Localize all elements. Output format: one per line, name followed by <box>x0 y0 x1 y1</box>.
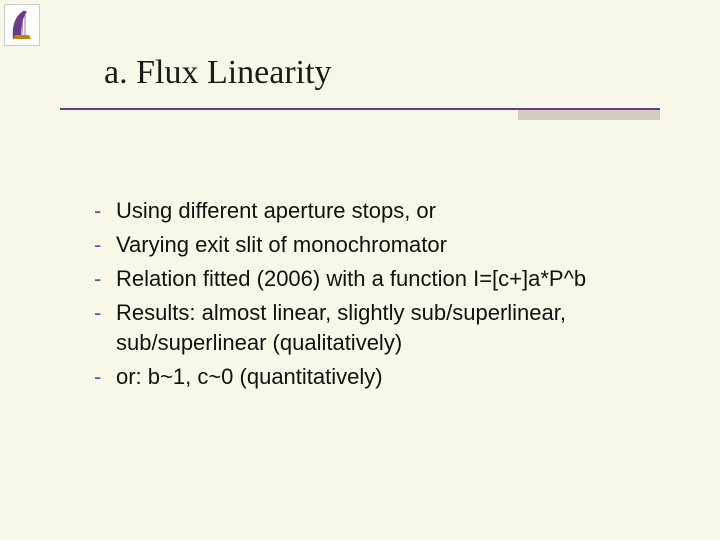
list-item: - Varying exit slit of monochromator <box>92 230 652 260</box>
bullet-marker: - <box>92 196 116 226</box>
bullet-marker: - <box>92 264 116 294</box>
slide-title: a. Flux Linearity <box>104 54 332 92</box>
bullet-text: Relation fitted (2006) with a function I… <box>116 264 586 294</box>
harp-icon <box>7 7 37 43</box>
bullet-list: - Using different aperture stops, or - V… <box>92 196 652 396</box>
bullet-text: Results: almost linear, slightly sub/sup… <box>116 298 652 358</box>
list-item: - Relation fitted (2006) with a function… <box>92 264 652 294</box>
bullet-marker: - <box>92 298 116 328</box>
bullet-marker: - <box>92 230 116 260</box>
list-item: - Results: almost linear, slightly sub/s… <box>92 298 652 358</box>
title-underline <box>60 108 660 122</box>
underline-shadow <box>518 110 660 120</box>
bullet-text: Using different aperture stops, or <box>116 196 436 226</box>
list-item: - Using different aperture stops, or <box>92 196 652 226</box>
bullet-marker: - <box>92 362 116 392</box>
bullet-text: or: b~1, c~0 (quantitatively) <box>116 362 383 392</box>
list-item: - or: b~1, c~0 (quantitatively) <box>92 362 652 392</box>
logo <box>4 4 40 46</box>
bullet-text: Varying exit slit of monochromator <box>116 230 447 260</box>
